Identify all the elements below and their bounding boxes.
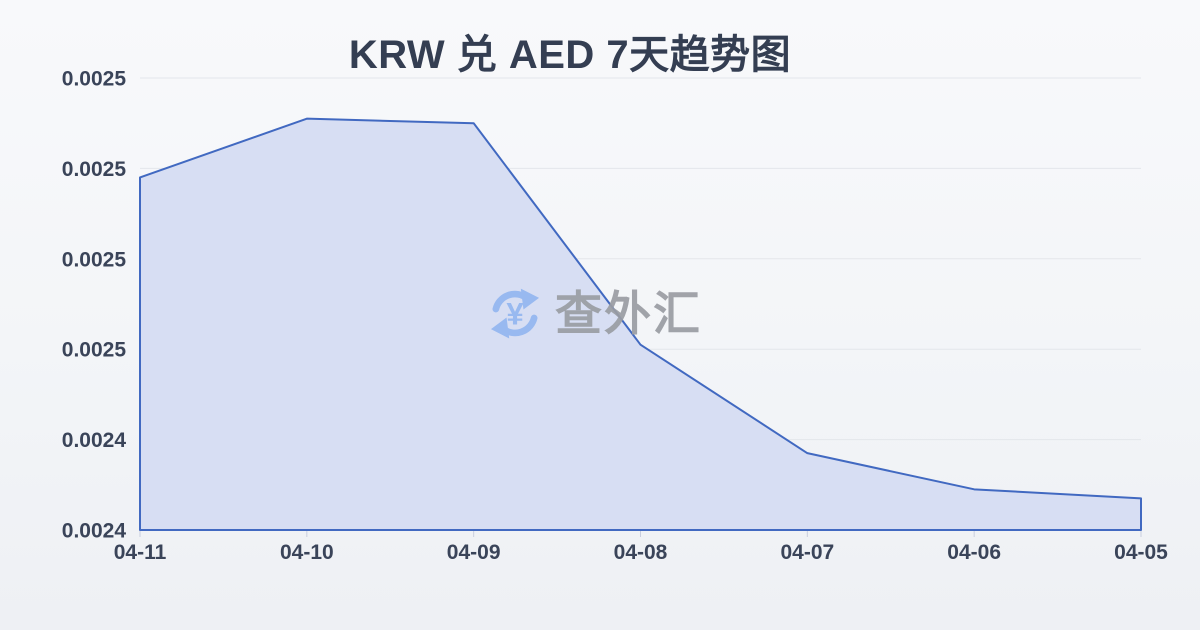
chart-title: KRW 兑 AED 7天趋势图 <box>348 33 792 77</box>
x-axis-label: 04-07 <box>780 541 834 564</box>
x-axis-label: 04-10 <box>280 541 334 564</box>
x-axis-label: 04-06 <box>947 541 1001 564</box>
x-axis-label: 04-11 <box>114 541 167 564</box>
y-axis-label: 0.0025 <box>62 339 127 362</box>
y-axis-label: 0.0025 <box>62 68 127 91</box>
y-axis-label: 0.0024 <box>62 520 127 543</box>
x-axis-label: 04-08 <box>614 541 668 564</box>
y-axis-label: 0.0025 <box>62 248 127 271</box>
y-axis-label: 0.0024 <box>62 429 127 452</box>
x-axis-label: 04-05 <box>1114 541 1168 564</box>
area-series <box>139 117 1142 531</box>
y-axis-label: 0.0025 <box>62 158 127 181</box>
x-axis-label: 04-09 <box>447 541 501 564</box>
